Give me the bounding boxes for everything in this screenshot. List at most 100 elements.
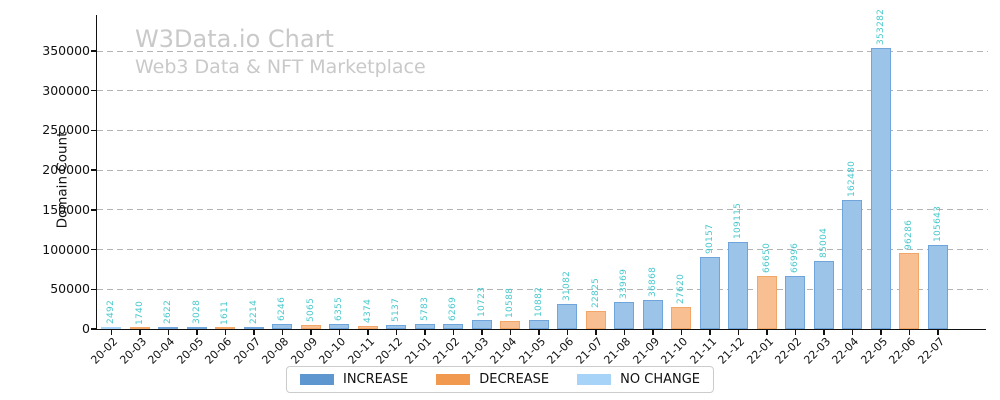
legend-item-no_change: NO CHANGE (577, 372, 700, 387)
bar (329, 323, 350, 329)
gridline (97, 249, 988, 251)
bar-value-label: 66650 (761, 242, 772, 274)
bar-value-label: 90157 (704, 224, 715, 255)
bar-value-label: 4374 (362, 298, 373, 323)
x-tick-mark (908, 330, 910, 335)
bar (870, 48, 891, 329)
y-tick-label: 100000 (42, 241, 90, 257)
y-tick-mark (91, 50, 96, 52)
x-tick-mark (680, 330, 682, 335)
chart-title: W3Data.io Chart (135, 25, 334, 53)
x-tick-mark (595, 330, 597, 335)
chart-subtitle: Web3 Data & NFT Marketplace (135, 55, 426, 78)
bar (557, 304, 578, 329)
x-tick-mark (709, 330, 711, 335)
x-tick-mark (481, 330, 483, 335)
bar-value-label: 2622 (163, 299, 174, 324)
bar-value-label: 105643 (932, 205, 943, 243)
bar-value-label: 353282 (875, 9, 886, 46)
bar (728, 242, 749, 329)
x-tick-mark (338, 330, 340, 335)
x-tick-mark (424, 330, 426, 335)
title-block: W3Data.io Chart Web3 Data & NFT Marketpl… (135, 25, 426, 78)
bar-value-label: 6246 (277, 296, 288, 322)
bar (614, 302, 635, 329)
y-tick-mark (91, 209, 96, 211)
legend-label: DECREASE (479, 372, 550, 387)
x-tick-mark (452, 330, 454, 335)
bar (357, 325, 378, 329)
legend: INCREASE DECREASE NO CHANGE (285, 366, 715, 393)
bar-value-label: 6269 (448, 296, 459, 322)
bar-value-label: 1740 (134, 300, 145, 325)
y-tick-mark (91, 89, 96, 92)
x-tick-mark (281, 330, 283, 335)
bar-value-label: 85004 (818, 228, 829, 259)
bar (386, 324, 407, 329)
bar-value-label: 31082 (562, 271, 573, 302)
bar (671, 307, 692, 329)
y-tick-mark (91, 328, 96, 330)
bar-value-label: 109115 (733, 203, 744, 240)
legend-swatch-no_change (577, 374, 612, 385)
gridline (97, 129, 988, 131)
bar-value-label: 3028 (191, 299, 202, 324)
x-tick-mark (937, 330, 939, 335)
x-tick-mark (509, 330, 511, 335)
x-tick-mark (224, 330, 226, 335)
x-tick-mark (538, 330, 540, 335)
y-tick-label: 250000 (42, 122, 90, 138)
y-tick-label: 0 (82, 321, 90, 336)
x-tick-mark (139, 330, 141, 335)
bar-value-label: 5065 (305, 297, 316, 322)
x-tick-mark (253, 330, 255, 335)
bar (842, 199, 863, 329)
x-tick-mark (310, 330, 312, 335)
x-tick-mark (167, 330, 169, 335)
bar (186, 326, 207, 329)
gridline (97, 209, 988, 211)
legend-item-increase: INCREASE (299, 372, 409, 387)
x-tick-mark (566, 330, 568, 335)
x-tick-mark (880, 330, 882, 335)
bar-value-label: 22825 (590, 277, 601, 308)
bar-value-label: 10723 (476, 287, 487, 318)
y-tick-label: 200000 (42, 162, 90, 178)
bar-value-label: 66996 (790, 242, 801, 273)
x-tick-mark (395, 330, 397, 335)
x-tick-mark (623, 330, 625, 335)
x-tick-mark (652, 330, 654, 335)
y-tick-mark (91, 248, 96, 251)
gridline (97, 169, 988, 171)
x-tick-mark (794, 330, 796, 335)
bar-value-label: 2214 (248, 300, 259, 325)
y-tick-mark (91, 288, 96, 291)
bar-value-label: 10882 (533, 287, 544, 318)
bar-value-label: 27620 (676, 273, 687, 305)
y-axis-line (95, 15, 98, 329)
legend-label: INCREASE (342, 372, 409, 387)
bar-value-label: 5783 (419, 297, 430, 322)
legend-swatch-increase (299, 374, 334, 385)
bar (158, 326, 179, 329)
plot-area: 2492 1740 2622 3028 1611 2214 6246 5065 6355 4374… (97, 9, 952, 329)
bar (500, 320, 521, 329)
x-tick-mark (766, 330, 768, 335)
bar-value-label: 1611 (220, 300, 231, 325)
bar-value-label: 33969 (619, 268, 630, 300)
bar (699, 257, 720, 329)
bar-value-label: 96286 (904, 219, 915, 250)
gridline (97, 50, 988, 52)
y-tick-label: 150000 (42, 201, 90, 217)
bar-value-label: 2492 (106, 299, 117, 325)
gridline (97, 288, 988, 290)
y-tick-label: 300000 (42, 82, 90, 98)
gridline (97, 90, 988, 92)
bar (813, 261, 834, 329)
y-tick-label: 50000 (50, 281, 90, 297)
x-axis-line (95, 328, 986, 331)
bar-value-label: 6355 (334, 296, 345, 321)
x-tick-mark (367, 330, 369, 335)
y-tick-mark (91, 169, 96, 171)
